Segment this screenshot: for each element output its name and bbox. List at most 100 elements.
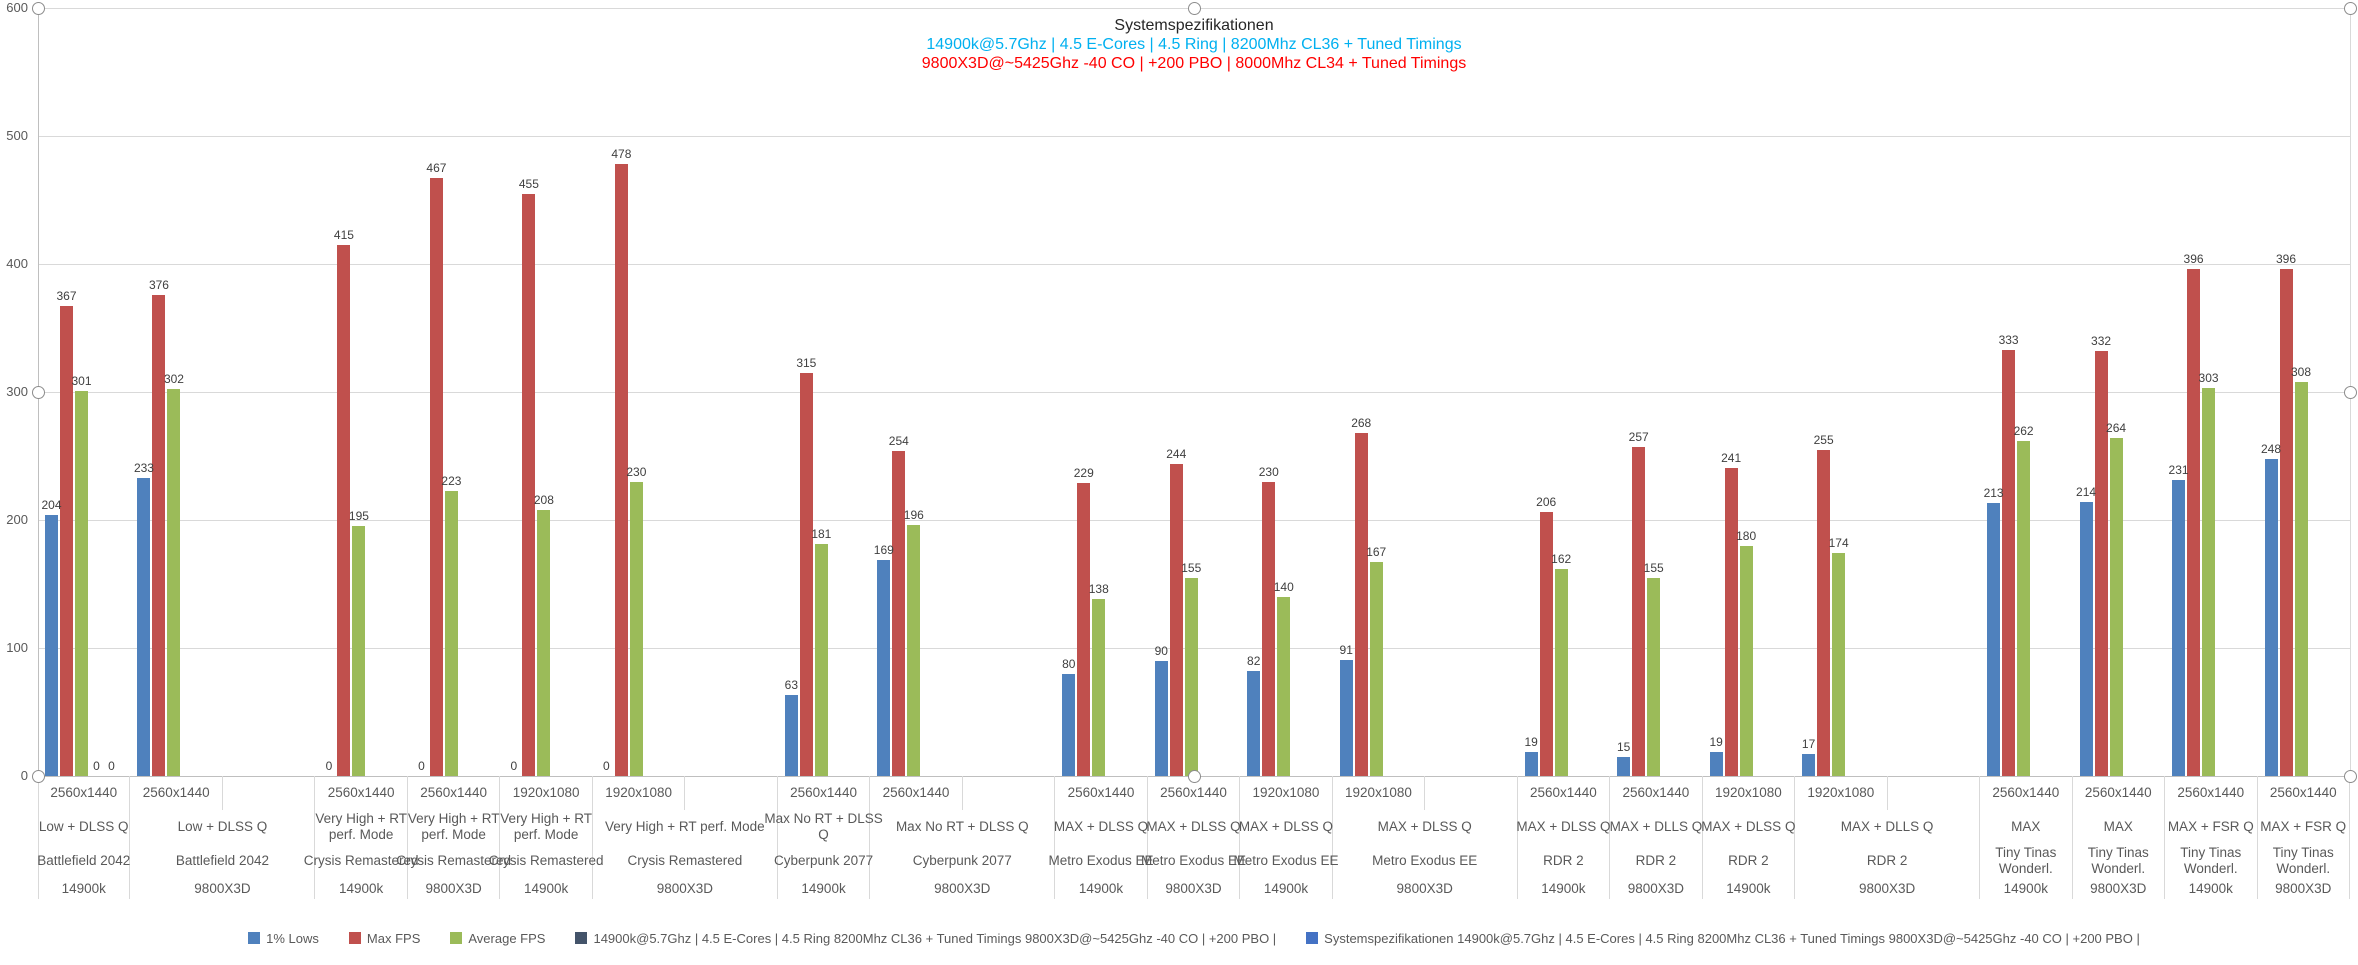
bar-max-fps-g5[interactable] (522, 193, 536, 776)
cat-cpu-g1: 14900k (38, 878, 131, 899)
bar-average-fps-g9[interactable] (1092, 599, 1106, 776)
legend-item-max-fps[interactable]: Max FPS (348, 931, 420, 946)
cat-cpu-g18: 9800X3D (2073, 878, 2166, 899)
bar-max-fps-g9[interactable] (1077, 482, 1091, 776)
bar-average-fps-g4[interactable] (444, 490, 458, 776)
bar-1pct-lows-g17[interactable] (1987, 503, 2001, 776)
bar-average-fps-g2[interactable] (167, 389, 181, 776)
bar-max-fps-g10[interactable] (1169, 463, 1183, 776)
chart-title[interactable]: Systemspezifikationen 14900k@5.7Ghz | 4.… (38, 16, 2350, 73)
bar-1pct-lows-g11[interactable] (1247, 671, 1261, 776)
bar-max-fps-g13[interactable] (1539, 512, 1553, 776)
selection-handle[interactable] (1187, 1, 1201, 15)
bar-average-fps-g10[interactable] (1184, 577, 1198, 776)
bar-max-fps-g15[interactable] (1724, 467, 1738, 776)
bar-average-fps-g16[interactable] (1832, 553, 1846, 776)
bar-1pct-lows-g16[interactable] (1802, 754, 1816, 776)
bar-1pct-lows-g9[interactable] (1062, 673, 1076, 776)
bar-value-label: 63 (784, 678, 799, 693)
bar-average-fps-g19[interactable] (2202, 388, 2216, 776)
bar-value-label: 19 (1709, 734, 1723, 749)
bar-max-fps-g12[interactable] (1354, 432, 1368, 776)
bar-average-fps-g5[interactable] (537, 509, 551, 776)
selection-handle[interactable] (2343, 769, 2357, 783)
bar-average-fps-g8[interactable] (907, 525, 921, 776)
bar-max-fps-g7[interactable] (799, 372, 813, 776)
bar-1pct-lows-g12[interactable] (1339, 659, 1353, 776)
bar-average-fps-g12[interactable] (1369, 562, 1383, 776)
cat-game-g12: Metro Exodus EE (1333, 844, 1518, 878)
selection-handle[interactable] (1187, 769, 1201, 783)
bar-average-fps-g13[interactable] (1554, 568, 1568, 776)
bar-value-label: 140 (1273, 579, 1294, 594)
bar-1pct-lows-g15[interactable] (1709, 751, 1723, 776)
bar-max-fps-g20[interactable] (2279, 269, 2293, 776)
selection-handle[interactable] (31, 1, 45, 15)
bar-value-label: 204 (41, 497, 62, 512)
bar-max-fps-g1[interactable] (60, 306, 73, 776)
cat-game-g16: RDR 2 (1795, 844, 1981, 878)
bar-value-label: 181 (811, 527, 832, 542)
legend-item-average-fps[interactable]: Average FPS (450, 931, 545, 946)
bar-value-label: 0 (510, 759, 518, 773)
bar-max-fps-g2[interactable] (152, 294, 166, 776)
gridline (38, 520, 2350, 521)
bar-1pct-lows-g19[interactable] (2172, 480, 2186, 776)
bar-1pct-lows-g10[interactable] (1154, 660, 1168, 776)
bar-average-fps-g17[interactable] (2017, 440, 2031, 776)
cat-game-g10: Metro Exodus EE (1141, 844, 1246, 878)
bar-1pct-lows-g13[interactable] (1524, 751, 1538, 776)
bar-1pct-lows-g1[interactable] (45, 514, 58, 776)
selection-handle[interactable] (2343, 385, 2357, 399)
bar-average-fps-g14[interactable] (1647, 577, 1661, 776)
bar-max-fps-g11[interactable] (1262, 481, 1276, 776)
bar-max-fps-g3[interactable] (337, 244, 351, 776)
legend[interactable]: 1% Lows Max FPS Average FPS 14900k@5.7Ghz |… (38, 924, 2350, 952)
bar-average-fps-g20[interactable] (2294, 381, 2308, 776)
cat-resolution-g20: 2560x1440 (2258, 776, 2350, 810)
cat-resolution-g16: 1920x1080 (1795, 776, 1888, 810)
bar-average-fps-g18[interactable] (2109, 438, 2123, 776)
cat-settings-g5: Very High + RT perf. Mode (500, 810, 593, 844)
cat-resolution-g17: 2560x1440 (1980, 776, 2073, 810)
bar-value-label: 231 (2168, 463, 2189, 478)
bar-value-label: 455 (518, 176, 539, 191)
legend-item-series4[interactable]: 14900k@5.7Ghz | 4.5 E-Cores | 4.5 Ring 8… (575, 931, 1276, 946)
legend-item-1pct-lows[interactable]: 1% Lows (248, 931, 319, 946)
bar-max-fps-g19[interactable] (2187, 269, 2201, 776)
bar-value-label: 315 (796, 355, 817, 370)
bar-average-fps-g1[interactable] (75, 390, 88, 776)
bar-max-fps-g17[interactable] (2002, 349, 2016, 776)
bar-average-fps-g11[interactable] (1277, 596, 1291, 776)
bar-max-fps-g8[interactable] (892, 450, 906, 776)
bar-max-fps-g6[interactable] (614, 164, 628, 776)
bar-average-fps-g15[interactable] (1739, 545, 1753, 776)
bar-1pct-lows-g18[interactable] (2079, 502, 2093, 776)
bar-value-label: 155 (1181, 560, 1202, 575)
bar-average-fps-g7[interactable] (814, 544, 828, 776)
cat-resolution-g15: 1920x1080 (1703, 776, 1796, 810)
cat-game-g20: Tiny Tinas Wonderl. (2258, 844, 2350, 878)
selection-handle[interactable] (31, 385, 45, 399)
bar-max-fps-g18[interactable] (2094, 351, 2108, 776)
bar-max-fps-g14[interactable] (1632, 447, 1646, 776)
bar-1pct-lows-g2[interactable] (137, 477, 151, 776)
bar-1pct-lows-g8[interactable] (877, 559, 891, 776)
selection-handle[interactable] (31, 769, 45, 783)
bar-1pct-lows-g7[interactable] (784, 695, 798, 776)
selection-handle[interactable] (2343, 1, 2357, 15)
bar-max-fps-g16[interactable] (1817, 449, 1831, 776)
cat-resolution-g13: 2560x1440 (1518, 776, 1611, 810)
bar-average-fps-g3[interactable] (352, 526, 366, 776)
cat-game-g6: Crysis Remastered (593, 844, 778, 878)
cat-settings-g6: Very High + RT perf. Mode (593, 810, 778, 844)
bar-average-fps-g6[interactable] (629, 481, 643, 776)
legend-item-series5[interactable]: Systemspezifikationen 14900k@5.7Ghz | 4.… (1306, 931, 2140, 946)
bar-1pct-lows-g14[interactable] (1617, 756, 1631, 776)
bar-value-label: 82 (1247, 654, 1261, 669)
bar-max-fps-g4[interactable] (429, 178, 443, 776)
cat-cpu-g15: 14900k (1703, 878, 1796, 899)
bar-1pct-lows-g20[interactable] (2264, 458, 2278, 776)
cat-resolution-g10: 2560x1440 (1148, 776, 1241, 810)
